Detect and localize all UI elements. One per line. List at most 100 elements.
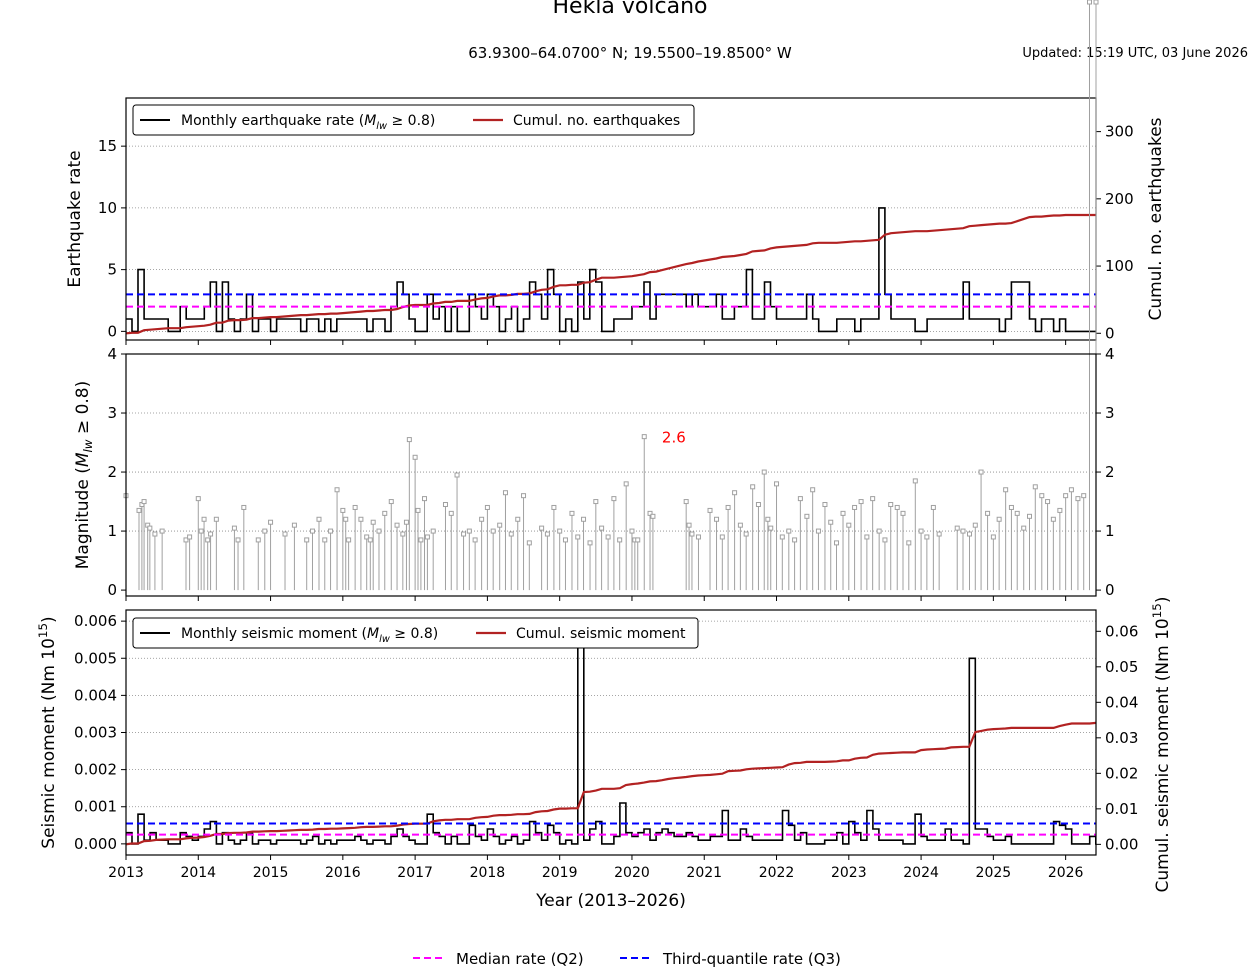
magnitude-marker [1021, 525, 1027, 531]
magnitude-marker [539, 525, 545, 531]
magnitude-marker [650, 513, 656, 519]
legend: Monthly earthquake rate (Mlw ≥ 0.8) Cumul… [132, 104, 695, 136]
magnitude-marker [328, 528, 334, 534]
magnitude-marker [954, 525, 960, 531]
max-magnitude-label: 2.6 [662, 429, 686, 447]
magnitude-marker [406, 437, 412, 443]
x-tick-label: 2019 [542, 865, 578, 881]
magnitude-marker [448, 510, 454, 516]
magnitude-marker [768, 525, 774, 531]
magnitude-marker [422, 496, 428, 502]
magnitude-marker [888, 502, 894, 508]
magnitude-marker [985, 510, 991, 516]
magnitude-marker [1003, 487, 1009, 493]
magnitude-marker [750, 484, 756, 490]
magnitude-marker [840, 510, 846, 516]
x-tick-label: 2022 [759, 865, 795, 881]
y2-axis-label: Cumul. no. earthquakes [1146, 117, 1166, 320]
plot-frame [125, 353, 1097, 597]
magnitude-marker [1050, 516, 1056, 522]
magnitude-marker [544, 531, 550, 537]
legend-box [132, 617, 699, 649]
y2-tick-label: 0.02 [1105, 764, 1138, 782]
magnitude-marker [743, 531, 749, 537]
magnitude-marker [732, 490, 738, 496]
x-tick-label: 2015 [253, 865, 289, 881]
magnitude-marker [828, 519, 834, 525]
magnitude-marker [930, 504, 936, 510]
y-tick-label: 0.006 [74, 612, 117, 630]
y2-tick-label: 4 [1105, 345, 1115, 363]
x-tick-label: 2025 [976, 865, 1012, 881]
y2-tick-label: 0.05 [1105, 658, 1138, 676]
magnitude-marker [502, 490, 508, 496]
x-tick-label: 2017 [397, 865, 433, 881]
legend: Monthly seismic moment (Mlw ≥ 0.8) Cumul.… [132, 617, 699, 649]
x-tick-label: 2021 [686, 865, 722, 881]
magnitude-marker [1014, 510, 1020, 516]
magnitude-marker [255, 537, 261, 543]
y-tick-label: 15 [98, 137, 117, 155]
magnitude-marker [617, 537, 623, 543]
x-tick-label: 2026 [1048, 865, 1084, 881]
magnitude-marker [515, 516, 521, 522]
magnitude-marker [611, 496, 617, 502]
magnitude-marker [972, 522, 978, 528]
magnitude-marker [195, 496, 201, 502]
magnitude-marker [1045, 499, 1051, 505]
q3-legend-label: Third-quantile rate (Q3) [662, 950, 841, 968]
magnitude-marker [774, 481, 780, 487]
magnitude-marker [235, 537, 241, 543]
magnitude-stems [123, 0, 1099, 591]
y-tick-label: 0 [107, 581, 117, 599]
magnitude-marker [906, 540, 912, 546]
x-tick-label: 2013 [108, 865, 144, 881]
magnitude-marker [394, 522, 400, 528]
magnitude-marker [400, 531, 406, 537]
y2-tick-label: 200 [1105, 190, 1134, 208]
magnitude-marker [761, 469, 767, 475]
monthly-moment-series [126, 638, 1096, 845]
magnitude-marker [686, 522, 692, 528]
magnitude-marker [605, 534, 611, 540]
magnitude-marker [358, 516, 364, 522]
magnitude-marker [822, 502, 828, 508]
legend-monthly-label: Monthly earthquake rate (Mlw ≥ 0.8) [181, 113, 435, 132]
magnitude-marker [309, 528, 315, 534]
magnitude-marker [967, 531, 973, 537]
y-tick-label: 4 [107, 345, 117, 363]
x-tick-label: 2018 [470, 865, 506, 881]
magnitude-marker [472, 537, 478, 543]
y-tick-label: 0.001 [74, 798, 117, 816]
legend-box [132, 104, 695, 136]
magnitude-marker [136, 507, 142, 513]
magnitude-marker [262, 528, 268, 534]
magnitude-marker [141, 499, 147, 505]
magnitude-marker [797, 496, 803, 502]
magnitude-marker [846, 522, 852, 528]
cumulative-count-series [126, 213, 1096, 335]
magnitude-marker [208, 531, 214, 537]
magnitude-marker [876, 528, 882, 534]
magnitude-marker [364, 534, 370, 540]
y-axis-label: Seismic moment (Nm 1015) [36, 616, 59, 848]
magnitude-marker [1057, 507, 1063, 513]
y2-tick-label: 2 [1105, 463, 1115, 481]
magnitude-marker [1068, 487, 1074, 493]
magnitude-marker [581, 516, 587, 522]
magnitude-marker [1063, 493, 1069, 499]
magnitude-marker [779, 534, 785, 540]
magnitude-marker [201, 516, 207, 522]
bottom-legend: Median rate (Q2) Third-quantile rate (Q3) [413, 950, 841, 968]
x-tick-label: 2024 [903, 865, 939, 881]
magnitude-marker [978, 469, 984, 475]
y-axis-label: Magnitude (Mlw ≥ 0.8) [73, 381, 95, 570]
magnitude-marker [412, 454, 418, 460]
y-tick-label: 0.000 [74, 835, 117, 853]
y-tick-label: 10 [98, 199, 117, 217]
magnitude-marker [1027, 513, 1033, 519]
magnitude-marker [424, 534, 430, 540]
y2-tick-label: 0.03 [1105, 729, 1138, 747]
magnitude-marker [268, 519, 274, 525]
y2-tick-label: 0 [1105, 581, 1115, 599]
